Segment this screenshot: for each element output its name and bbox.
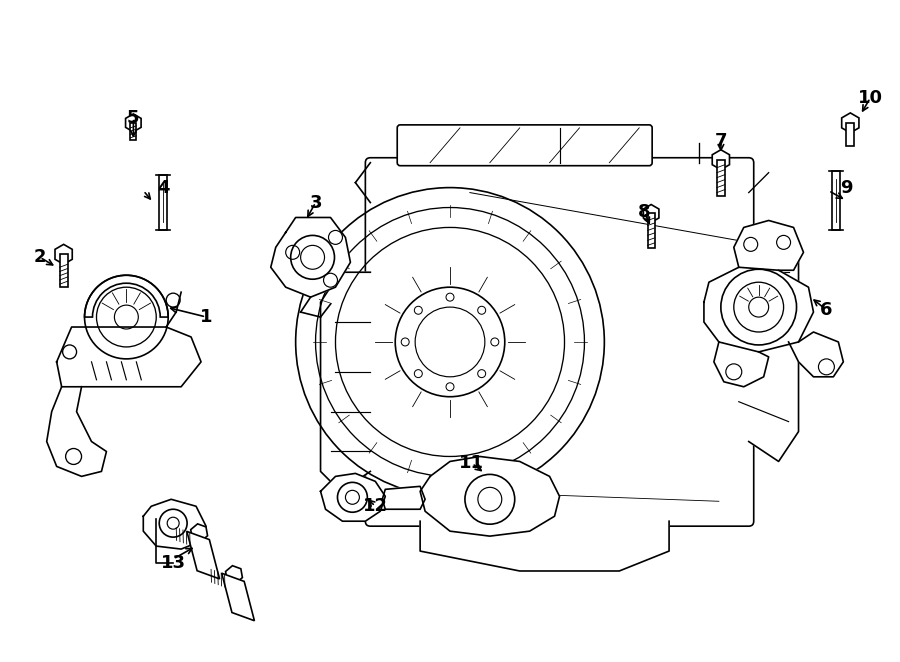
Text: 6: 6 — [820, 301, 832, 319]
Text: 7: 7 — [715, 132, 727, 150]
Polygon shape — [143, 499, 206, 549]
Polygon shape — [648, 214, 654, 248]
Polygon shape — [420, 457, 560, 536]
Text: 10: 10 — [858, 89, 883, 107]
Polygon shape — [191, 524, 208, 542]
Text: 8: 8 — [638, 203, 651, 222]
Polygon shape — [159, 175, 167, 230]
Polygon shape — [126, 114, 141, 132]
Polygon shape — [57, 327, 201, 387]
FancyBboxPatch shape — [365, 158, 753, 526]
Polygon shape — [717, 160, 725, 195]
Polygon shape — [187, 532, 220, 579]
Polygon shape — [59, 254, 68, 287]
Text: 4: 4 — [157, 179, 169, 197]
Text: 9: 9 — [840, 179, 852, 197]
Text: 5: 5 — [127, 109, 140, 127]
Polygon shape — [382, 487, 425, 509]
FancyBboxPatch shape — [397, 125, 652, 166]
Polygon shape — [55, 244, 72, 264]
Polygon shape — [842, 113, 859, 133]
Text: 13: 13 — [161, 554, 185, 572]
Wedge shape — [85, 275, 168, 317]
Polygon shape — [320, 473, 385, 521]
Text: 11: 11 — [459, 454, 484, 473]
Polygon shape — [320, 272, 370, 491]
Polygon shape — [832, 171, 841, 230]
Polygon shape — [226, 566, 242, 583]
Polygon shape — [130, 123, 136, 140]
Polygon shape — [788, 332, 843, 377]
Text: 12: 12 — [363, 497, 388, 515]
Polygon shape — [846, 123, 854, 146]
Polygon shape — [712, 150, 730, 169]
Polygon shape — [420, 521, 669, 571]
Polygon shape — [47, 387, 106, 477]
Polygon shape — [221, 573, 255, 621]
Polygon shape — [734, 220, 804, 270]
Text: 2: 2 — [33, 248, 46, 266]
Polygon shape — [749, 222, 798, 461]
Polygon shape — [644, 205, 659, 222]
Polygon shape — [271, 218, 350, 297]
Polygon shape — [714, 342, 769, 387]
Text: 1: 1 — [200, 308, 212, 326]
Polygon shape — [704, 267, 814, 352]
Text: 3: 3 — [310, 193, 322, 212]
